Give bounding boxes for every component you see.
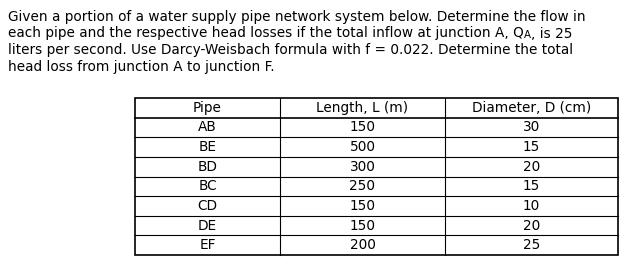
Text: Length, L (m): Length, L (m) [316,101,408,115]
Text: 20: 20 [523,219,540,233]
Text: CD: CD [198,199,218,213]
Text: Pipe: Pipe [193,101,222,115]
Text: 20: 20 [523,160,540,174]
Text: 250: 250 [350,179,375,193]
Text: DE: DE [198,219,217,233]
Text: 25: 25 [523,238,540,252]
Text: 150: 150 [350,121,375,134]
Text: AB: AB [198,121,217,134]
Text: head loss from junction A to junction F.: head loss from junction A to junction F. [8,59,274,74]
Text: 10: 10 [523,199,540,213]
Bar [135,98,618,255]
Text: 500: 500 [350,140,375,154]
Text: EF: EF [199,238,216,252]
Text: Diameter, D (cm): Diameter, D (cm) [472,101,591,115]
Text: 150: 150 [350,199,375,213]
Text: 200: 200 [350,238,375,252]
Text: BE: BE [199,140,216,154]
Text: BC: BC [198,179,217,193]
Text: Given a portion of a water supply pipe network system below. Determine the flow : Given a portion of a water supply pipe n… [8,10,586,24]
Text: BD: BD [198,160,218,174]
Text: 15: 15 [523,140,540,154]
Text: liters per second. Use Darcy-Weisbach formula with f = 0.022. Determine the tota: liters per second. Use Darcy-Weisbach fo… [8,43,573,57]
Text: A: A [524,30,531,40]
Text: each pipe and the respective head losses if the total inflow at junction A, Q: each pipe and the respective head losses… [8,26,524,41]
Text: 30: 30 [523,121,540,134]
Text: , is 25: , is 25 [531,26,572,41]
Text: 300: 300 [350,160,375,174]
Text: 15: 15 [523,179,540,193]
Text: 150: 150 [350,219,375,233]
